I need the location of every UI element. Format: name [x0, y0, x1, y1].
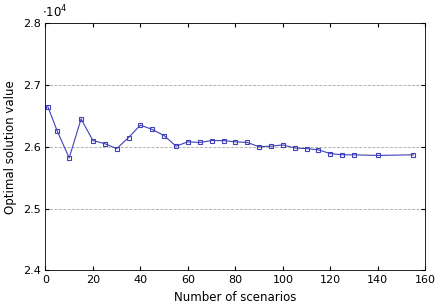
Text: $\cdot10^4$: $\cdot10^4$ — [42, 4, 67, 21]
Y-axis label: Optimal solution value: Optimal solution value — [4, 80, 17, 214]
X-axis label: Number of scenarios: Number of scenarios — [174, 291, 297, 304]
